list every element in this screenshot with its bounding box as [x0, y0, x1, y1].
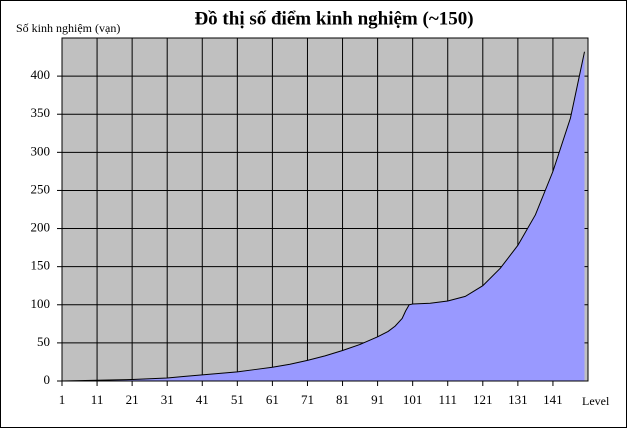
area: [62, 51, 585, 381]
x-tick-label: 51: [231, 392, 244, 407]
area-line: [61, 51, 585, 382]
x-tick-label: 101: [403, 392, 423, 407]
x-tick-label: 111: [438, 392, 457, 407]
y-tick-label: 350: [31, 105, 51, 120]
y-axis-label: Số kinh nghiệm (vạn): [16, 21, 120, 35]
y-tick-label: 100: [31, 296, 51, 311]
x-tick-label: 41: [196, 392, 209, 407]
x-tick-label: 121: [473, 392, 493, 407]
x-tick-label: 31: [161, 392, 174, 407]
x-tick-label: 131: [508, 392, 528, 407]
y-tick-label: 400: [31, 67, 51, 82]
y-tick-label: 200: [31, 220, 51, 235]
y-tick-label: 150: [31, 258, 51, 273]
y-tick-label: 0: [44, 372, 51, 387]
x-tick-label: 61: [266, 392, 279, 407]
plot-border: [61, 37, 589, 382]
chart-title: Đồ thị số điểm kinh nghiệm (~150): [194, 8, 473, 29]
y-tick-label: 300: [31, 143, 51, 158]
x-tick-label: 141: [543, 392, 563, 407]
x-tick-label: 1: [59, 392, 66, 407]
x-tick-label: 11: [91, 392, 104, 407]
x-tick-label: 91: [371, 392, 384, 407]
x-axis-label: Level: [582, 394, 610, 408]
y-tick-label: 50: [37, 334, 50, 349]
y-tick-label: 250: [31, 181, 51, 196]
x-tick-label: 21: [126, 392, 139, 407]
x-tick-label: 71: [301, 392, 314, 407]
x-tick-label: 81: [336, 392, 349, 407]
